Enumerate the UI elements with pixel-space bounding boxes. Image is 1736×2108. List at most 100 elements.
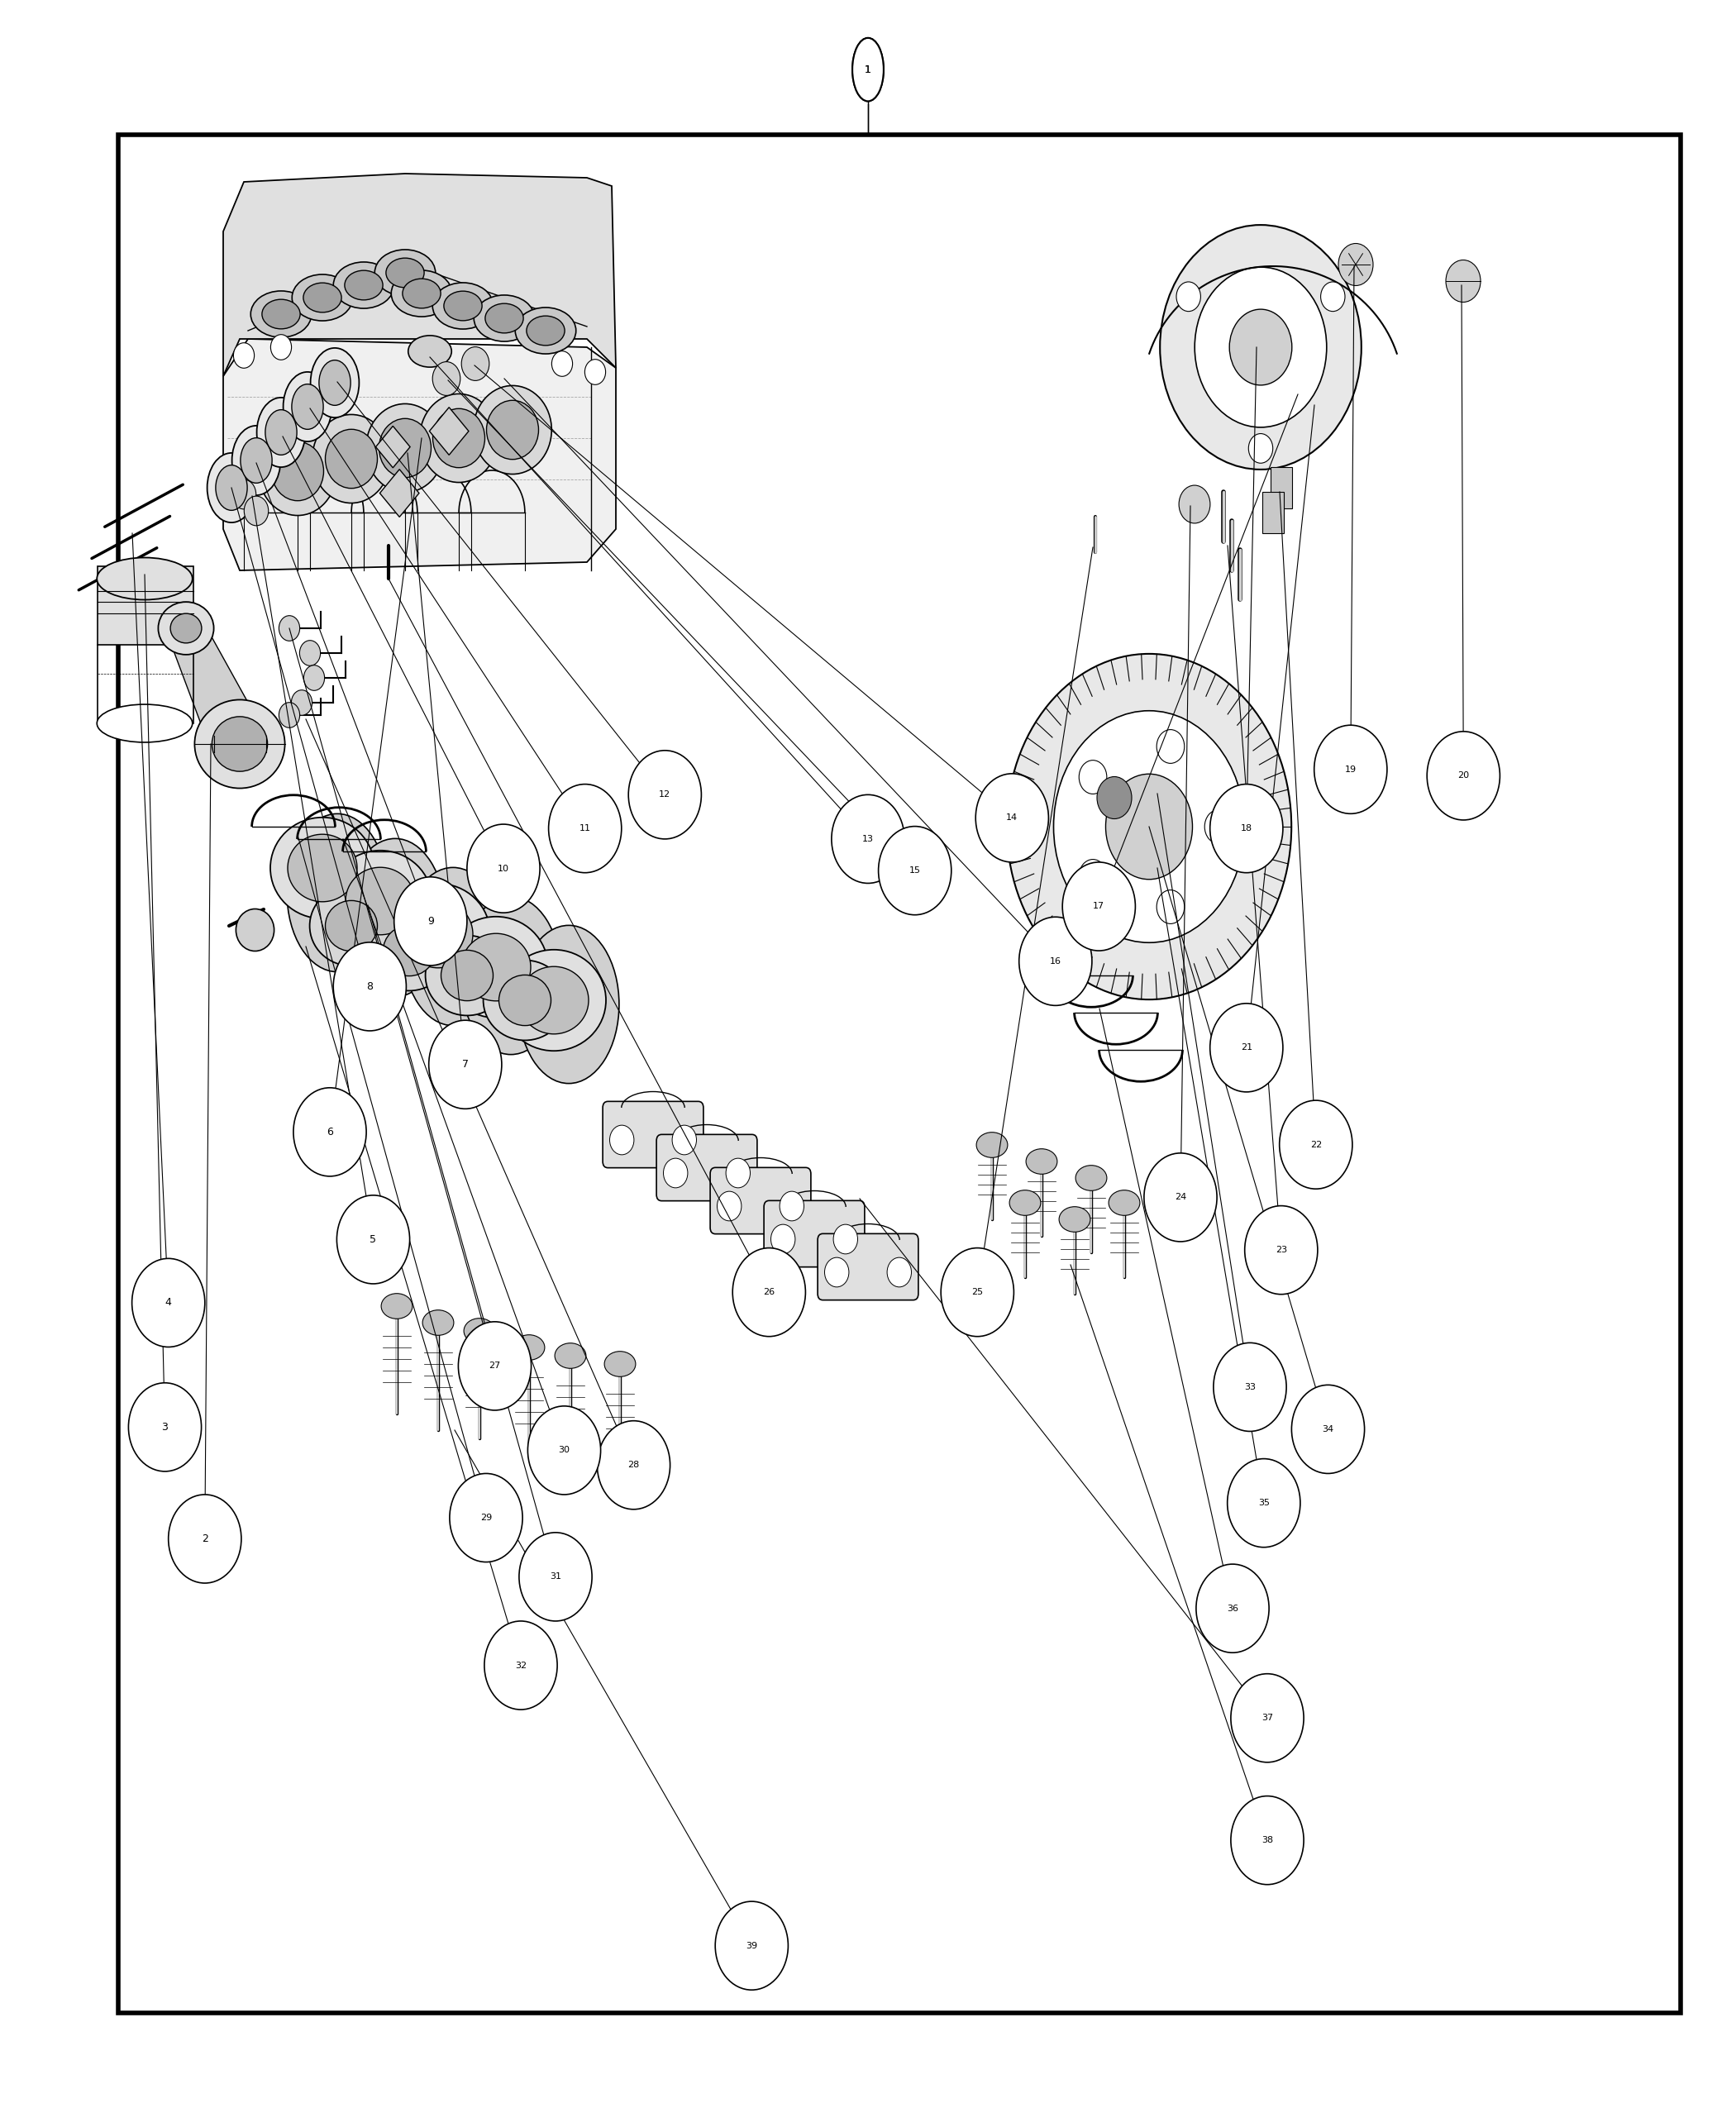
Ellipse shape <box>441 951 493 1001</box>
Ellipse shape <box>312 415 391 504</box>
Ellipse shape <box>526 316 564 346</box>
Text: 9: 9 <box>427 915 434 928</box>
Text: 1: 1 <box>865 63 871 76</box>
FancyBboxPatch shape <box>656 1134 757 1202</box>
Circle shape <box>128 1383 201 1471</box>
Circle shape <box>333 942 406 1031</box>
Circle shape <box>1229 310 1292 386</box>
Text: 34: 34 <box>1323 1425 1333 1433</box>
Bar <box>429 407 469 455</box>
Ellipse shape <box>215 466 247 510</box>
Text: 38: 38 <box>1262 1836 1272 1844</box>
Circle shape <box>279 702 300 727</box>
Polygon shape <box>224 339 616 571</box>
Circle shape <box>1446 259 1481 301</box>
Ellipse shape <box>502 951 606 1052</box>
Text: 16: 16 <box>1050 957 1061 965</box>
Text: 31: 31 <box>550 1573 561 1581</box>
Ellipse shape <box>519 925 620 1084</box>
Ellipse shape <box>474 386 552 474</box>
Ellipse shape <box>464 1318 495 1343</box>
Circle shape <box>1196 1564 1269 1653</box>
Ellipse shape <box>250 291 311 337</box>
Ellipse shape <box>97 559 193 601</box>
Ellipse shape <box>432 409 484 468</box>
Ellipse shape <box>378 419 431 479</box>
Ellipse shape <box>158 603 214 656</box>
Ellipse shape <box>444 917 549 1018</box>
Circle shape <box>432 363 460 396</box>
Circle shape <box>1080 761 1108 795</box>
Circle shape <box>1279 1100 1352 1189</box>
Ellipse shape <box>474 295 535 341</box>
Bar <box>380 470 418 516</box>
Ellipse shape <box>852 38 884 101</box>
Ellipse shape <box>288 835 358 902</box>
Ellipse shape <box>170 613 201 643</box>
Ellipse shape <box>333 261 394 308</box>
Text: 22: 22 <box>1311 1140 1321 1149</box>
Circle shape <box>825 1258 849 1288</box>
Circle shape <box>293 1088 366 1176</box>
Circle shape <box>450 1473 523 1562</box>
Circle shape <box>394 877 467 965</box>
Circle shape <box>1210 784 1283 873</box>
Ellipse shape <box>556 1343 587 1368</box>
Circle shape <box>628 750 701 839</box>
Circle shape <box>1156 890 1184 923</box>
Ellipse shape <box>345 866 415 934</box>
Circle shape <box>245 495 269 525</box>
Ellipse shape <box>97 704 193 742</box>
Bar <box>375 426 410 468</box>
Ellipse shape <box>420 394 498 483</box>
Circle shape <box>231 481 255 510</box>
Circle shape <box>715 1901 788 1990</box>
Circle shape <box>771 1225 795 1254</box>
Ellipse shape <box>1109 1191 1141 1216</box>
Ellipse shape <box>366 405 444 493</box>
Circle shape <box>528 1406 601 1495</box>
Ellipse shape <box>432 282 493 329</box>
Circle shape <box>1314 725 1387 814</box>
Text: 39: 39 <box>746 1941 757 1950</box>
Ellipse shape <box>266 409 297 455</box>
Text: 11: 11 <box>580 824 590 833</box>
Circle shape <box>1248 434 1272 464</box>
Circle shape <box>887 1258 911 1288</box>
Text: 25: 25 <box>972 1288 983 1296</box>
Circle shape <box>1194 268 1326 428</box>
Ellipse shape <box>462 934 531 1001</box>
Text: 2: 2 <box>201 1533 208 1545</box>
Circle shape <box>304 666 325 691</box>
Text: 8: 8 <box>366 980 373 993</box>
Ellipse shape <box>241 438 273 483</box>
Text: 33: 33 <box>1245 1383 1255 1391</box>
Circle shape <box>1213 1343 1286 1431</box>
Ellipse shape <box>319 360 351 405</box>
Text: 37: 37 <box>1262 1714 1272 1722</box>
Ellipse shape <box>604 1351 635 1377</box>
Text: 6: 6 <box>326 1126 333 1138</box>
Circle shape <box>1321 282 1345 312</box>
Ellipse shape <box>233 426 281 495</box>
Text: 28: 28 <box>628 1461 639 1469</box>
Ellipse shape <box>1076 1166 1108 1191</box>
Ellipse shape <box>1009 1191 1040 1216</box>
Ellipse shape <box>516 308 576 354</box>
Circle shape <box>717 1191 741 1221</box>
Circle shape <box>549 784 621 873</box>
Circle shape <box>552 352 573 377</box>
Ellipse shape <box>375 249 436 295</box>
Circle shape <box>597 1421 670 1509</box>
Text: 21: 21 <box>1241 1043 1252 1052</box>
Ellipse shape <box>1059 1206 1090 1231</box>
Ellipse shape <box>484 304 523 333</box>
Ellipse shape <box>345 270 384 299</box>
Circle shape <box>941 1248 1014 1336</box>
Circle shape <box>663 1157 687 1187</box>
Ellipse shape <box>483 961 566 1041</box>
Text: 36: 36 <box>1227 1604 1238 1613</box>
Polygon shape <box>1208 314 1314 396</box>
FancyBboxPatch shape <box>710 1168 811 1233</box>
Ellipse shape <box>283 371 332 441</box>
